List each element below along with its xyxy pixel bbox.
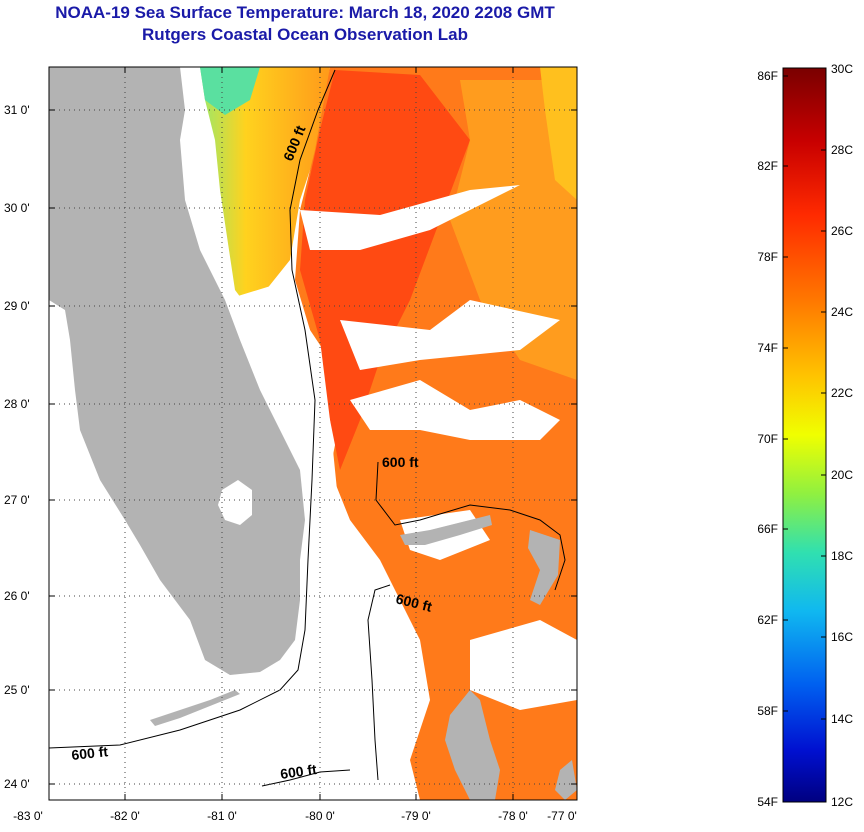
isobath-600ft-tongue: [367, 584, 391, 781]
contour-label-west: 600 ft: [71, 743, 109, 763]
eleuthera-island: [555, 760, 577, 800]
sst-orange-east: [450, 80, 577, 380]
axis-ticks: [49, 67, 577, 800]
sst-cool-water-north: [200, 67, 330, 310]
colorbar-f-label: 86F: [757, 69, 778, 83]
lat-label: 28 0': [4, 397, 30, 411]
lon-label: -78 0': [498, 809, 528, 823]
lat-label: 29 0': [4, 299, 30, 313]
lat-label: 30 0': [4, 201, 30, 215]
colorbar-c-label: 22C: [831, 386, 853, 400]
lon-label: -81 0': [207, 809, 237, 823]
lake-okeechobee: [218, 480, 252, 525]
colorbar-c-label: 16C: [831, 630, 853, 644]
isobath-600ft-bahamas: [375, 461, 566, 591]
contour-label-south: 600 ft: [279, 761, 318, 782]
lon-label: -77 0': [547, 809, 577, 823]
lon-label: -82 0': [110, 809, 140, 823]
map-frame: [48, 66, 578, 801]
grand-bahama-island: [400, 515, 492, 545]
florida-strait-nodata: [225, 280, 410, 800]
isobath-600ft-east-florida: [49, 69, 336, 749]
florida-keys: [150, 690, 240, 726]
lat-label: 26 0': [4, 589, 30, 603]
colorbar-c-label: 28C: [831, 143, 853, 157]
lat-label: 24 0': [4, 777, 30, 791]
lon-label: -79 0': [401, 809, 431, 823]
cloud-gap-3: [350, 380, 560, 440]
lon-label: -83 0': [13, 809, 43, 823]
colorbar-f-label: 74F: [757, 341, 778, 355]
andros-island: [445, 690, 500, 800]
sst-layer: [49, 67, 577, 800]
colorbar-c-label: 26C: [831, 224, 853, 238]
lon-label: -80 0': [305, 809, 335, 823]
graticule: [49, 67, 577, 800]
sst-cyan-patch: [200, 67, 260, 115]
map-subtitle: Rutgers Coastal Ocean Observation Lab: [142, 25, 468, 44]
colorbar-f-label: 70F: [757, 432, 778, 446]
colorbar-c-label: 14C: [831, 712, 853, 726]
colorbar-f-label: 66F: [757, 522, 778, 536]
colorbar-c-label: 30C: [831, 62, 853, 76]
colorbar-f-label: 62F: [757, 613, 778, 627]
lat-label: 25 0': [4, 683, 30, 697]
map-title: NOAA-19 Sea Surface Temperature: March 1…: [55, 3, 555, 22]
colorbar-c-label: 12C: [831, 795, 853, 809]
colorbar-c-label: 24C: [831, 305, 853, 319]
colorbar-ticks: [783, 75, 826, 720]
colorbar-c-label: 20C: [831, 468, 853, 482]
lat-label: 31 0': [4, 103, 30, 117]
sst-yellow-edge: [540, 67, 577, 200]
cloud-gap-1: [300, 185, 520, 250]
colorbar-f-label: 58F: [757, 704, 778, 718]
colorbar-f-label: 54F: [757, 795, 778, 809]
cloud-gap-2: [340, 300, 560, 370]
cloud-gap-4: [470, 620, 577, 710]
abaco-island: [528, 530, 560, 605]
contour-label-grand-bahama: 600 ft: [382, 454, 419, 470]
sst-hot-core: [300, 70, 470, 470]
colorbar-f-label: 82F: [757, 159, 778, 173]
isobath-600ft-south: [261, 769, 351, 787]
colorbar-f-label: 78F: [757, 250, 778, 264]
lat-label: 27 0': [4, 493, 30, 507]
colorbar-c-label: 18C: [831, 549, 853, 563]
temperature-colorbar: [782, 67, 827, 803]
